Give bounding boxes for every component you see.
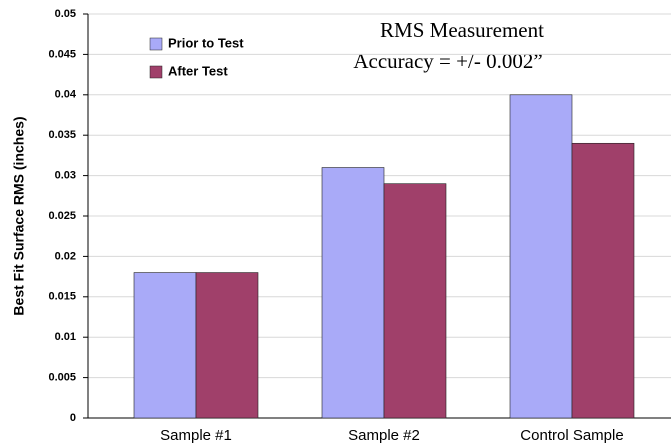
- x-tick-label: Control Sample: [520, 427, 623, 444]
- y-tick-label: 0.025: [48, 210, 76, 222]
- annotation: Accuracy = +/- 0.002”: [353, 49, 542, 73]
- y-tick-label: 0.005: [48, 372, 76, 384]
- y-tick-label: 0.02: [55, 250, 76, 262]
- y-tick-label: 0.035: [48, 129, 76, 141]
- x-tick-label: Sample #1: [160, 427, 232, 444]
- bar: [571, 142, 635, 419]
- bar: [509, 94, 573, 419]
- x-tick-label: Sample #2: [348, 427, 420, 444]
- bar: [383, 183, 447, 419]
- y-tick-label: 0: [70, 412, 76, 424]
- y-tick-label: 0.015: [48, 291, 76, 303]
- y-tick-label: 0.03: [55, 170, 76, 182]
- bar: [321, 167, 385, 419]
- y-tick-label: 0.045: [48, 48, 76, 60]
- bar: [195, 272, 259, 419]
- y-tick-label: 0.01: [55, 331, 76, 343]
- bar: [133, 272, 197, 419]
- y-tick-label: 0.04: [55, 89, 77, 101]
- legend-label: After Test: [168, 63, 228, 78]
- legend-swatch: [149, 65, 163, 79]
- legend-label: Prior to Test: [168, 35, 244, 50]
- y-tick-label: 0.05: [55, 8, 76, 20]
- legend-swatch: [149, 37, 163, 51]
- annotation: RMS Measurement: [380, 18, 544, 42]
- y-axis-label: Best Fit Surface RMS (inches): [11, 116, 27, 315]
